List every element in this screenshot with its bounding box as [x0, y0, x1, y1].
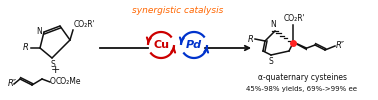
Text: synergistic catalysis: synergistic catalysis [132, 6, 224, 15]
Text: Pd: Pd [186, 40, 202, 50]
Text: N: N [270, 20, 276, 29]
Text: CO₂Me: CO₂Me [56, 76, 82, 86]
Text: R: R [23, 44, 29, 52]
Text: α-quaternary cysteines: α-quaternary cysteines [257, 74, 347, 82]
Text: CO₂R': CO₂R' [283, 14, 305, 23]
Text: S: S [269, 57, 273, 66]
Text: R: R [248, 34, 254, 44]
Text: N: N [36, 26, 42, 36]
Text: +: + [50, 65, 60, 75]
Text: R″: R″ [8, 80, 17, 88]
Text: Cu: Cu [153, 40, 169, 50]
Text: CO₂R': CO₂R' [74, 20, 96, 29]
Text: O: O [50, 76, 56, 86]
Text: S: S [51, 60, 55, 69]
Text: 45%-98% yields, 69%->99% ee: 45%-98% yields, 69%->99% ee [246, 86, 358, 92]
Text: R″: R″ [336, 42, 345, 50]
Polygon shape [295, 42, 307, 50]
